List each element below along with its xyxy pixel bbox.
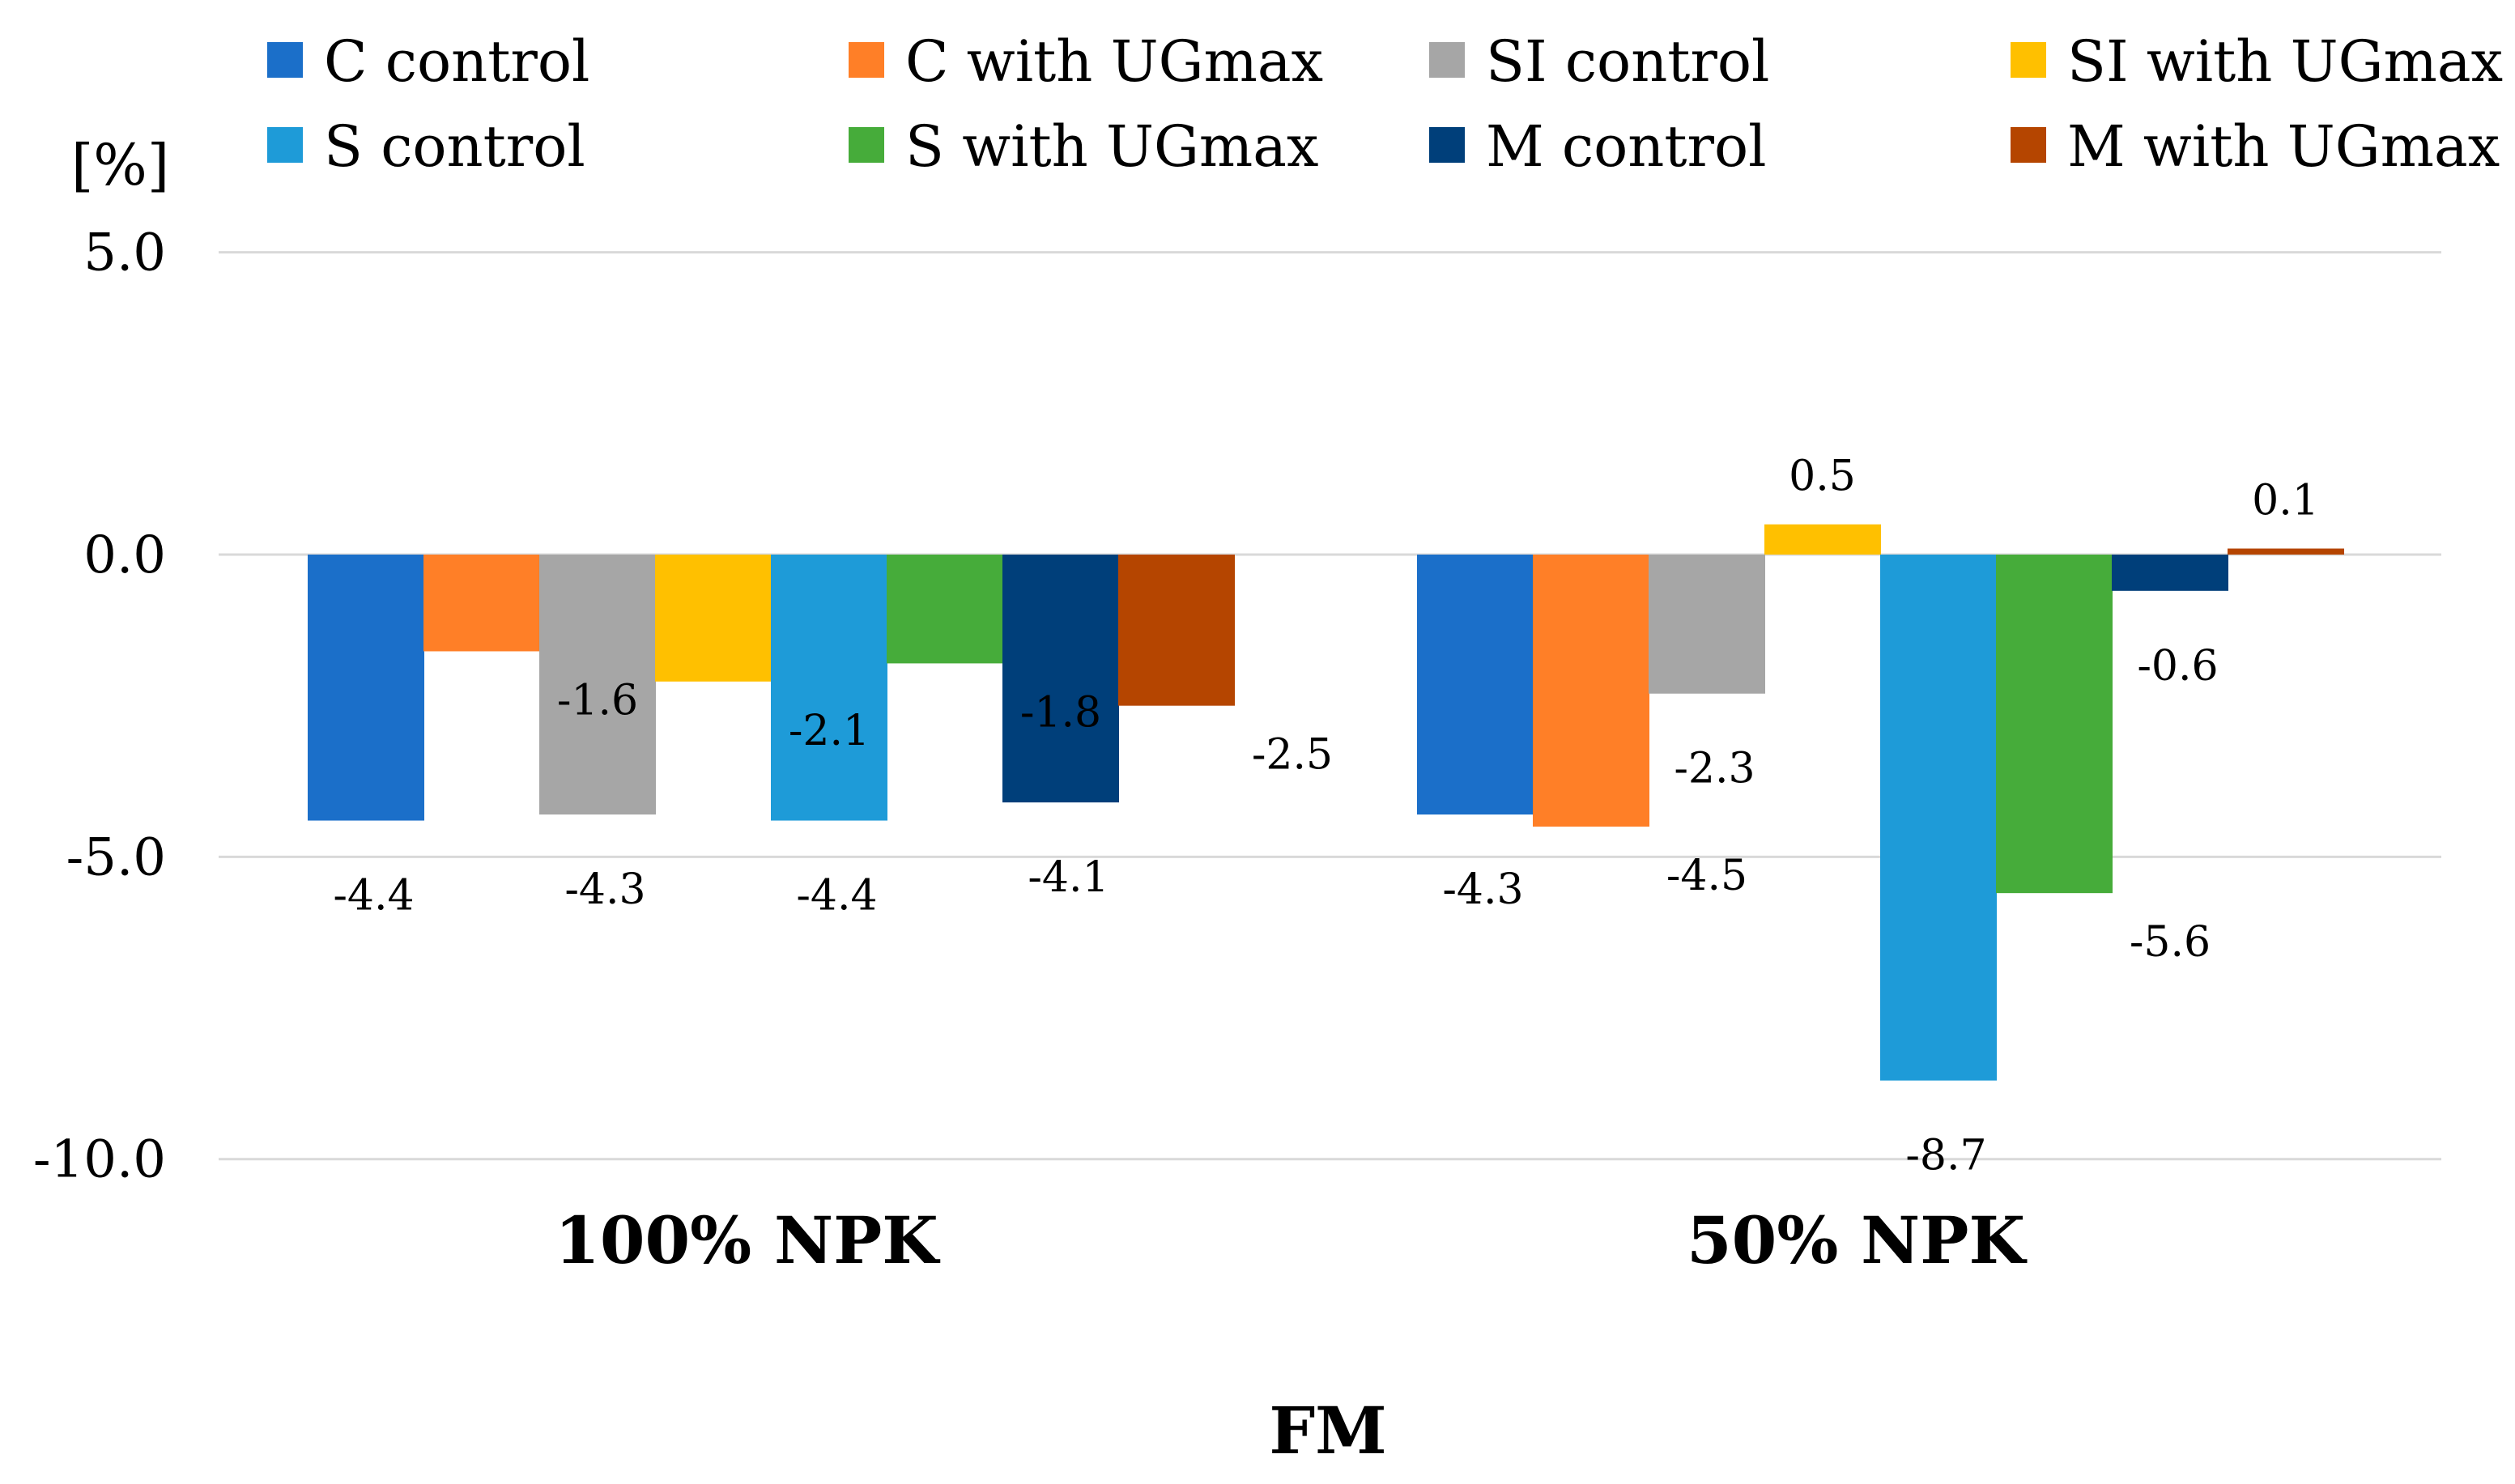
legend-swatch — [1429, 42, 1465, 78]
data-label: 0.1 — [2252, 477, 2319, 525]
bar — [1880, 555, 1997, 1081]
bars — [308, 524, 2344, 1081]
bar — [887, 555, 1003, 664]
data-label: -4.4 — [796, 872, 877, 921]
y-axis-unit-label: [%] — [71, 132, 169, 198]
bar — [2228, 548, 2344, 555]
legend-label: C with UGmax — [905, 28, 1323, 95]
data-label: -4.3 — [564, 865, 645, 914]
bar — [1764, 524, 1881, 555]
bar — [1002, 555, 1119, 803]
category-label: 50% NPK — [1687, 1202, 2027, 1278]
bar — [539, 555, 656, 815]
data-label: -1.6 — [557, 676, 638, 725]
legend-swatch — [267, 127, 303, 163]
data-label: -8.7 — [1905, 1132, 1986, 1180]
data-label: -2.5 — [1252, 731, 1333, 780]
legend-swatch — [849, 42, 884, 78]
data-label: -2.3 — [1674, 745, 1755, 793]
data-label: -4.5 — [1666, 852, 1747, 900]
legend-label: C control — [324, 28, 589, 95]
legend: C control C with UGmax SI control SI with U… — [267, 28, 2503, 180]
legend-swatch — [1429, 127, 1465, 163]
bar — [1533, 555, 1649, 827]
bar — [1996, 555, 2113, 894]
bar — [308, 555, 424, 821]
y-tick-label: 0.0 — [83, 525, 166, 585]
legend-label: SI with UGmax — [2067, 28, 2503, 95]
data-labels: -4.4 -1.6 -4.3 -2.1 -4.4 -1.8 -4.1 -2.5 -4.3 -4.5… — [333, 453, 2318, 1180]
bar — [1118, 555, 1235, 706]
legend-label: S control — [324, 113, 585, 180]
bar — [655, 555, 772, 682]
legend-label: M with UGmax — [2067, 113, 2500, 180]
y-tick-label: -5.0 — [66, 827, 166, 887]
legend-swatch — [849, 127, 884, 163]
legend-swatch — [2011, 127, 2046, 163]
legend-label: M control — [1486, 113, 1766, 180]
bar — [423, 555, 540, 652]
y-axis-ticks: 5.0 0.0 -5.0 -10.0 — [33, 223, 166, 1190]
bar — [2112, 555, 2228, 591]
legend-swatch — [2011, 42, 2046, 78]
legend-label: SI control — [1486, 28, 1769, 95]
category-label: 100% NPK — [555, 1202, 940, 1278]
y-tick-label: 5.0 — [83, 223, 166, 283]
legend-swatch — [267, 42, 303, 78]
data-label: -2.1 — [789, 707, 870, 755]
data-label: -0.6 — [2137, 642, 2218, 691]
bar — [1417, 555, 1534, 815]
x-axis-label: FM — [1269, 1393, 1386, 1469]
data-label: -4.1 — [1028, 853, 1109, 902]
data-label: 0.5 — [1789, 453, 1856, 501]
data-label: -4.3 — [1442, 865, 1523, 914]
category-labels: 100% NPK 50% NPK — [555, 1202, 2027, 1278]
y-tick-label: -10.0 — [33, 1130, 166, 1190]
bar — [771, 555, 887, 821]
data-label: -4.4 — [333, 872, 414, 921]
legend-label: S with UGmax — [905, 113, 1318, 180]
data-label: -1.8 — [1020, 688, 1101, 737]
bar — [1649, 555, 1765, 694]
data-label: -5.6 — [2130, 918, 2211, 967]
